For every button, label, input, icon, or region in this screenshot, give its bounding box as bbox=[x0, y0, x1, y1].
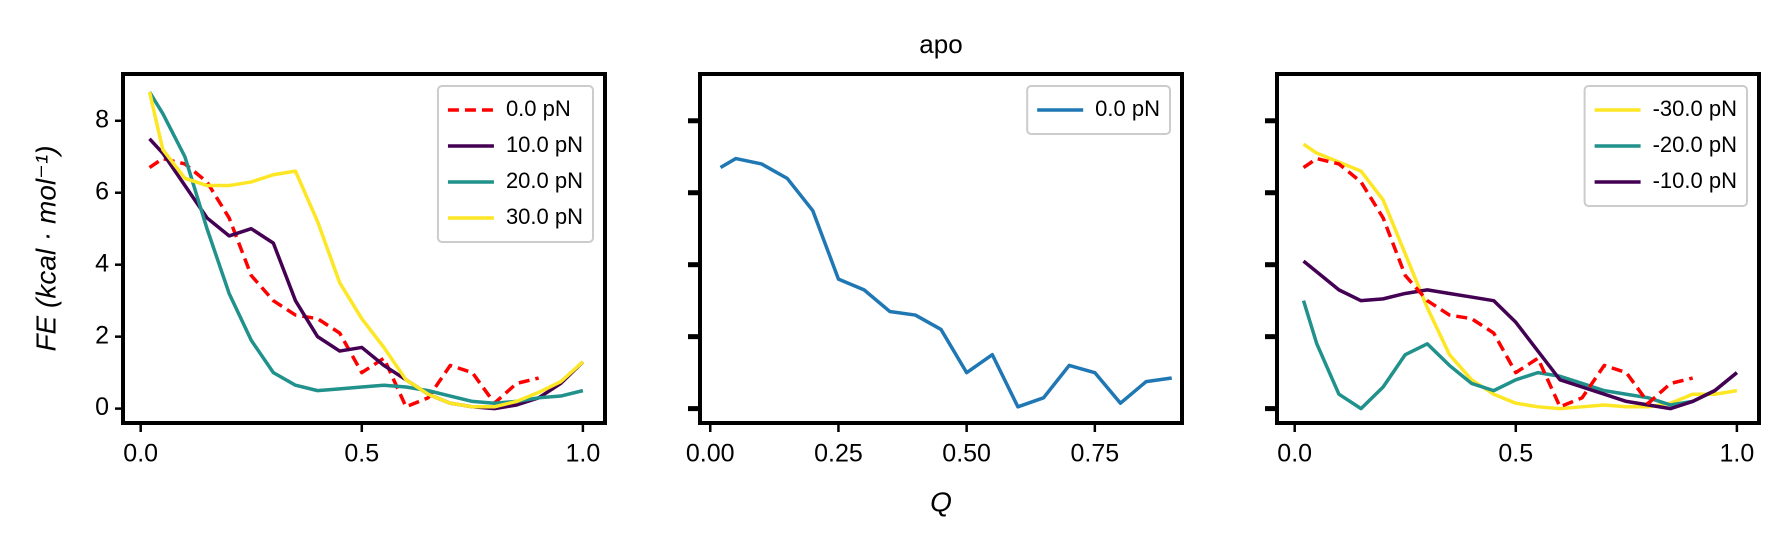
legend-box bbox=[436, 85, 594, 243]
x-tick-label: 0.5 bbox=[344, 440, 379, 468]
legend: -30.0 pN -20.0 pN -10.0 pN bbox=[1583, 85, 1748, 207]
data-line bbox=[1302, 259, 1738, 411]
x-tick-label: 0.50 bbox=[942, 440, 991, 468]
legend-label: 30.0 pN bbox=[506, 204, 583, 229]
x-tick-label: 1.0 bbox=[566, 440, 601, 468]
legend-label: 0.0 pN bbox=[1095, 96, 1160, 121]
legend-label: -10.0 pN bbox=[1653, 168, 1737, 193]
data-line bbox=[148, 156, 540, 409]
x-tick-label: 0.0 bbox=[1277, 440, 1312, 468]
subplot: FE (kcal · mol⁻¹) 0 2 4 6 8 0.0 0.5 1.0 0.0 pN 10.… bbox=[30, 72, 607, 468]
y-tick-label: 4 bbox=[95, 249, 109, 277]
legend: 0.0 pN 10.0 pN 20.0 pN 30.0 pN bbox=[436, 85, 594, 243]
legend-label: 20.0 pN bbox=[506, 168, 583, 193]
data-line bbox=[719, 156, 1172, 409]
data-line bbox=[1302, 156, 1694, 409]
data-line bbox=[147, 91, 585, 409]
subplot: 0.0 0.5 1.0 -30.0 pN -20.0 pN -10.0 pN bbox=[1265, 72, 1761, 468]
x-tick-label: 0.75 bbox=[1070, 440, 1119, 468]
legend-label: -20.0 pN bbox=[1653, 132, 1737, 157]
plot-frame bbox=[1275, 72, 1761, 425]
x-tick-label: 1.0 bbox=[1720, 440, 1755, 468]
y-tick-label: 6 bbox=[95, 177, 109, 205]
plot-frame bbox=[121, 72, 607, 425]
subplot: apo Q 0.00 0.25 0.50 0.75 0.0 pN bbox=[686, 29, 1184, 517]
plot-frame bbox=[698, 72, 1184, 425]
data-line bbox=[1301, 300, 1738, 411]
y-tick-label: 0 bbox=[95, 393, 109, 421]
y-tick-label: 2 bbox=[95, 321, 109, 349]
legend-label: 10.0 pN bbox=[506, 132, 583, 157]
x-tick-label: 0.0 bbox=[123, 440, 158, 468]
chart-title: apo bbox=[919, 29, 962, 59]
legend: 0.0 pN bbox=[1026, 85, 1171, 135]
x-axis-label: Q bbox=[930, 486, 952, 517]
legend-box bbox=[1026, 85, 1171, 135]
x-tick-label: 0.25 bbox=[814, 440, 863, 468]
x-tick-label: 0.00 bbox=[686, 440, 735, 468]
legend-label: 0.0 pN bbox=[506, 96, 571, 121]
x-tick-label: 0.5 bbox=[1498, 440, 1533, 468]
y-axis-label: FE (kcal · mol⁻¹) bbox=[30, 145, 61, 351]
y-tick-label: 8 bbox=[95, 105, 109, 133]
legend-label: -30.0 pN bbox=[1653, 96, 1737, 121]
legend-box bbox=[1583, 85, 1748, 207]
data-line bbox=[148, 137, 585, 411]
